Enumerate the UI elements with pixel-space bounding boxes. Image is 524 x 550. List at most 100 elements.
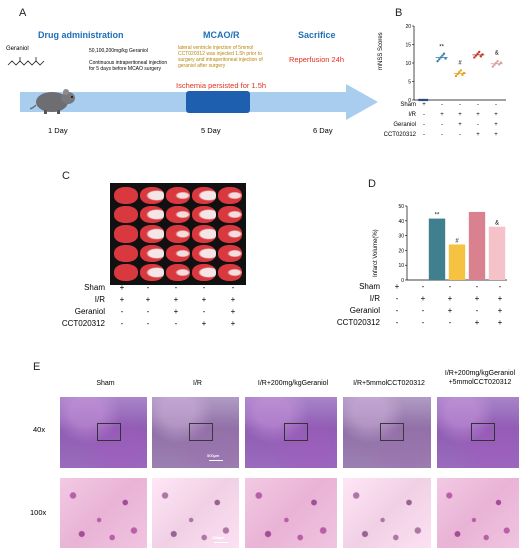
data-point [454,74,458,78]
condition-sign: + [447,294,453,303]
bar [428,218,446,280]
brain-slice [218,225,242,243]
row-label-100x: 100x [30,508,47,517]
brain-slice [114,187,138,205]
condition-sign: + [474,294,480,303]
brain-slice [166,206,190,224]
histology-40x-image [60,397,147,468]
y-tick-label: 10 [398,263,404,269]
condition-sign: + [497,306,503,315]
condition-sign: + [474,318,480,327]
mcao-title: MCAO/R [203,30,240,40]
brain-slice [192,206,216,224]
condition-sign: + [173,307,179,316]
reperfusion-text: Reperfusion 24h [289,55,345,64]
condition-row-label: Geraniol [349,306,380,315]
condition-sign: + [119,295,125,304]
condition-sign: - [423,122,425,128]
significance-mark: & [495,51,499,57]
condition-sign: - [495,102,497,108]
condition-sign: - [395,306,399,315]
brain-slice [192,187,216,205]
geraniol-label: Geraniol [6,46,29,52]
scale-bar-label: 500μm [207,453,220,458]
panel-d-ylabel: Infarct Volume(%) [373,229,379,277]
condition-sign: - [477,122,479,128]
histology-100x-image [437,478,519,548]
histology-column-title: I/R [193,380,202,387]
condition-sign: + [394,282,400,291]
condition-sign: - [448,318,452,327]
condition-sign: + [230,307,236,316]
brain-slice [166,244,190,262]
data-point [441,54,444,57]
y-tick-label: 20 [405,24,411,30]
condition-row-label: Sham [359,282,380,291]
condition-sign: - [202,307,206,316]
brain-slice [218,244,242,262]
condition-sign: - [174,319,178,328]
brain-slice [192,225,216,243]
brain-slice [114,244,138,262]
condition-sign: + [494,132,498,138]
condition-sign: + [173,295,179,304]
histology-column-title: I/R+5mmolCCT020312 [353,380,425,387]
brain-slice [140,263,164,281]
scale-bar [209,460,223,461]
bar [488,226,506,280]
data-point [459,69,462,72]
data-point [499,61,502,64]
condition-sign: - [231,283,235,292]
condition-row-label: CCT020312 [61,319,105,328]
condition-row-label: Sham [84,283,105,292]
histology-40x-image [343,397,431,468]
panel-b-letter: B [395,7,403,19]
significance-mark: ** [439,44,444,50]
brain-slice [114,206,138,224]
condition-row-label: I/R [94,295,105,304]
mnss-chart: 0 5 10 15 20 ** # & [405,24,506,104]
condition-row-label: Geraniol [393,122,416,128]
condition-sign: + [497,294,503,303]
condition-sign: - [421,318,425,327]
brain-slice [218,263,242,281]
brain-slice [140,244,164,262]
condition-sign: - [459,132,461,138]
data-point [476,52,479,55]
y-tick-label: 0 [401,278,404,284]
sacrifice-title: Sacrifice [298,30,336,40]
histology-40x-image [245,397,337,468]
data-point [493,63,496,67]
row-label-40x: 40x [33,425,46,434]
histology-100x-image [245,478,337,548]
y-tick-label: 20 [398,248,404,254]
day-6-label: 6 Day [313,126,333,135]
data-point [479,55,482,58]
condition-sign: - [477,102,479,108]
brain-slice [218,187,242,205]
significance-mark: & [495,221,499,227]
y-tick-label: 15 [405,43,411,49]
data-point [491,65,494,68]
zoom-region-box [379,423,404,441]
condition-sign: + [422,102,426,108]
condition-sign: - [421,282,425,291]
condition-row-label: CCT020312 [383,132,416,138]
brain-slice [166,187,190,205]
histology-column-title: I/R+200mg/kgGeraniol +5mmolCCT020312 [444,370,516,386]
histology-column-title: Sham [96,380,115,387]
panel-b-ylabel: mNSS Scores [378,32,384,70]
condition-sign: - [202,283,206,292]
condition-sign: + [440,112,444,118]
dose-text: 50,100,200mg/kg Geraniol [89,48,148,54]
condition-sign: + [201,319,207,328]
brain-slice [166,225,190,243]
condition-sign: + [476,132,480,138]
data-point [438,58,441,61]
condition-sign: - [395,318,399,327]
brain-slice [192,244,216,262]
condition-sign: - [146,283,150,292]
brain-slice [114,225,138,243]
condition-sign: + [494,122,498,128]
condition-sign: + [119,283,125,292]
